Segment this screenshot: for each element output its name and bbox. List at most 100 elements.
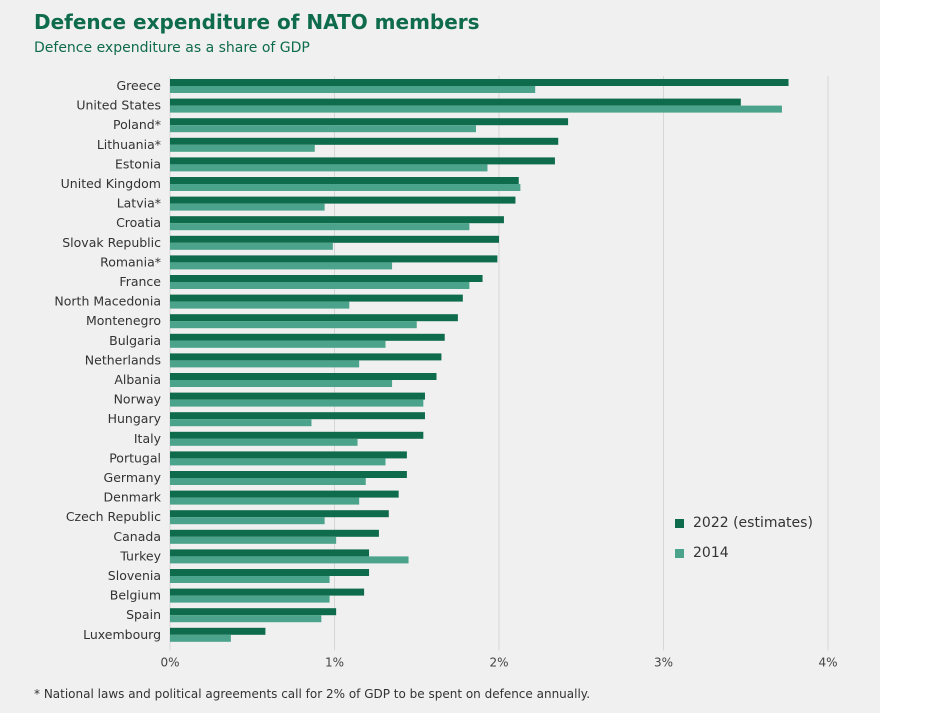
category-label: Albania <box>114 372 161 387</box>
bar-2014 <box>170 144 315 152</box>
bar-2022 <box>170 98 741 106</box>
bars <box>170 79 789 642</box>
bar-2014 <box>170 321 417 329</box>
category-label: Belgium <box>110 588 161 603</box>
category-label: Hungary <box>108 411 162 426</box>
x-tick-label: 0% <box>160 655 179 669</box>
bar-2022 <box>170 471 407 478</box>
category-label: United Kingdom <box>61 176 161 191</box>
bar-2022 <box>170 255 498 263</box>
bar-2014 <box>170 380 393 387</box>
bar-2014 <box>170 340 386 348</box>
bar-2014 <box>170 517 325 525</box>
bar-2022 <box>170 529 379 537</box>
legend-item-2014: 2014 <box>675 543 813 563</box>
bar-2022 <box>170 196 516 204</box>
bar-2014 <box>170 203 325 211</box>
bar-2022 <box>170 510 389 518</box>
x-tick-label: 3% <box>654 655 673 669</box>
x-tick-label: 1% <box>325 655 344 669</box>
bar-2022 <box>170 569 370 576</box>
category-label: Slovak Republic <box>62 235 161 250</box>
category-label: Canada <box>113 529 161 544</box>
bar-2022 <box>170 608 337 616</box>
bar-2014 <box>170 438 358 446</box>
bar-2022 <box>170 627 266 635</box>
bar-2014 <box>170 556 409 564</box>
bar-2014 <box>170 634 231 642</box>
bar-2022 <box>170 431 424 439</box>
bar-2022 <box>170 333 445 341</box>
category-label: Greece <box>117 78 162 93</box>
bar-2014 <box>170 536 337 544</box>
category-label: Turkey <box>119 548 161 563</box>
category-label: Germany <box>104 470 162 485</box>
bar-2014 <box>170 595 330 603</box>
legend-item-2022: 2022 (estimates) <box>675 513 813 533</box>
bar-2014 <box>170 282 470 289</box>
category-labels: Greece United States Poland* Lithuania* Esto… <box>54 78 161 642</box>
category-label: Croatia <box>116 215 161 230</box>
bar-2022 <box>170 235 499 243</box>
bar-2014 <box>170 125 476 133</box>
category-label: Portugal <box>109 450 161 465</box>
bar-2022 <box>170 392 425 400</box>
category-label: Norway <box>114 392 162 407</box>
category-label: Lithuania* <box>97 137 161 152</box>
category-label: Czech Republic <box>66 509 161 524</box>
bar-2022 <box>170 314 458 322</box>
category-label: France <box>119 274 161 289</box>
bar-2022 <box>170 79 789 86</box>
bar-2014 <box>170 399 424 407</box>
x-axis-ticks: 0% 1% 2% 3% 4% <box>160 655 837 669</box>
category-label: Denmark <box>104 490 162 505</box>
bar-2014 <box>170 576 330 583</box>
category-label: Latvia* <box>117 196 161 211</box>
bar-2014 <box>170 105 782 113</box>
category-label: Italy <box>134 431 162 446</box>
bar-2022 <box>170 353 442 361</box>
legend-label-2014: 2014 <box>693 545 729 561</box>
bar-2022 <box>170 177 519 184</box>
bar-2014 <box>170 615 322 623</box>
bar-2014 <box>170 164 488 172</box>
bar-2014 <box>170 458 386 466</box>
bar-2014 <box>170 478 366 485</box>
bar-2014 <box>170 262 393 270</box>
category-label: Estonia <box>115 156 161 171</box>
bar-2022 <box>170 216 504 224</box>
bar-2014 <box>170 86 536 93</box>
category-label: Bulgaria <box>109 333 161 348</box>
x-tick-label: 4% <box>818 655 837 669</box>
bar-2014 <box>170 242 333 250</box>
bar-2014 <box>170 360 360 368</box>
bar-2014 <box>170 497 360 505</box>
bar-2022 <box>170 490 399 498</box>
chart-subtitle: Defence expenditure as a share of GDP <box>34 40 310 56</box>
legend-swatch-2022 <box>675 518 684 528</box>
bar-2014 <box>170 184 521 191</box>
legend: 2022 (estimates) 2014 <box>675 513 813 573</box>
category-label: Luxembourg <box>83 627 161 642</box>
category-label: United States <box>76 98 161 113</box>
bar-2014 <box>170 419 312 427</box>
category-label: North Macedonia <box>54 294 161 309</box>
category-label: Montenegro <box>86 313 161 328</box>
category-label: Netherlands <box>85 352 161 367</box>
legend-label-2022: 2022 (estimates) <box>693 515 813 531</box>
bar-2014 <box>170 223 470 231</box>
bar-2022 <box>170 275 483 282</box>
bar-2022 <box>170 412 425 420</box>
x-tick-label: 2% <box>489 655 508 669</box>
footnote: * National laws and political agreements… <box>34 687 591 701</box>
chart-title: Defence expenditure of NATO members <box>34 10 480 34</box>
bar-2014 <box>170 301 350 309</box>
category-label: Spain <box>126 607 161 622</box>
category-label: Romania* <box>100 254 161 269</box>
bar-2022 <box>170 373 437 380</box>
bar-2022 <box>170 294 463 302</box>
bar-2022 <box>170 157 555 165</box>
category-label: Slovenia <box>108 568 161 583</box>
bar-2022 <box>170 549 370 557</box>
